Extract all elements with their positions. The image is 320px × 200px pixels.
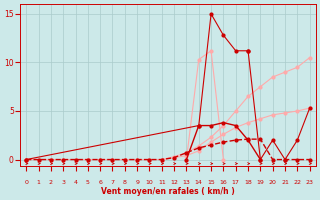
- X-axis label: Vent moyen/en rafales ( km/h ): Vent moyen/en rafales ( km/h ): [101, 187, 235, 196]
